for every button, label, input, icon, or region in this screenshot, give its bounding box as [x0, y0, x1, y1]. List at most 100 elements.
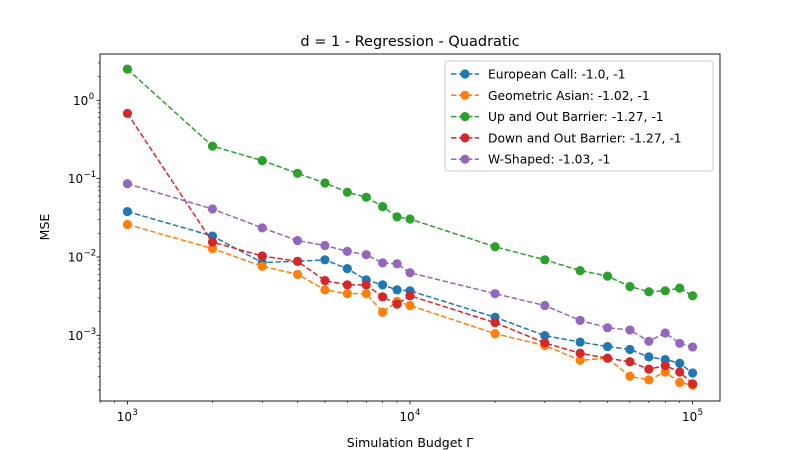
- data-point: [320, 255, 330, 265]
- data-point: [540, 255, 550, 265]
- x-tick-exponent: 4: [415, 408, 420, 418]
- series-4: [122, 108, 698, 389]
- data-point: [257, 223, 267, 233]
- data-point: [490, 289, 500, 299]
- data-point: [688, 368, 698, 378]
- data-point: [575, 315, 585, 325]
- x-tick-label: 10: [682, 410, 697, 424]
- legend-label: W-Shaped: -1.03, -1: [488, 153, 610, 167]
- data-point: [292, 256, 303, 266]
- legend: European Call: -1.0, -1 Geometric Asian: …: [444, 60, 714, 172]
- data-point: [342, 187, 352, 197]
- data-point: [660, 286, 670, 296]
- data-point: [602, 271, 613, 281]
- y-tick-exponent: 0: [89, 92, 94, 102]
- legend-box: [444, 60, 714, 172]
- data-point: [292, 269, 303, 279]
- data-point: [625, 344, 635, 355]
- y-tick-exponent: −1: [84, 170, 97, 180]
- data-point: [540, 338, 550, 348]
- data-point: [405, 268, 415, 278]
- data-point: [320, 275, 330, 286]
- data-point: [292, 168, 303, 178]
- data-point: [378, 292, 388, 302]
- data-point: [688, 342, 698, 352]
- legend-label: Geometric Asian: -1.02, -1: [488, 89, 650, 103]
- data-point: [378, 280, 388, 290]
- data-point: [342, 289, 352, 299]
- data-point: [342, 246, 352, 256]
- data-point: [361, 192, 371, 202]
- data-point: [320, 285, 330, 295]
- data-point: [490, 329, 500, 339]
- data-point: [320, 240, 330, 251]
- data-point: [392, 285, 402, 295]
- data-point: [122, 108, 132, 119]
- data-point: [575, 355, 585, 365]
- y-tick-exponent: −2: [84, 248, 97, 258]
- data-point: [361, 250, 371, 260]
- y-tick-label: 10: [68, 329, 83, 343]
- data-point: [292, 235, 303, 246]
- data-point: [392, 299, 402, 309]
- legend-entry: W-Shaped: -1.03, -1: [451, 153, 610, 167]
- data-point: [361, 280, 371, 290]
- y-tick-label: 10: [68, 172, 83, 186]
- data-point: [644, 364, 654, 374]
- legend-label: Down and Out Barrier: -1.27, -1: [488, 131, 682, 145]
- legend-label: European Call: -1.0, -1: [488, 68, 626, 82]
- data-point: [644, 336, 654, 346]
- data-point: [392, 212, 402, 222]
- data-point: [575, 348, 585, 358]
- series-5: [122, 179, 698, 352]
- data-point: [688, 291, 698, 301]
- data-point: [257, 155, 267, 166]
- data-point: [122, 64, 132, 74]
- legend-entry: Up and Out Barrier: -1.27, -1: [451, 110, 664, 124]
- data-point: [540, 331, 550, 341]
- data-point: [207, 237, 218, 247]
- data-point: [122, 219, 132, 230]
- data-point: [675, 283, 685, 293]
- data-point: [378, 201, 388, 212]
- legend-marker: [460, 133, 470, 143]
- axes-frame: [99, 53, 721, 402]
- x-axis: 10 3 10 4 10 5: [99, 401, 703, 424]
- legend-label: Up and Out Barrier: -1.27, -1: [488, 110, 664, 124]
- x-tick-label: 10: [399, 410, 414, 424]
- plot-area: [122, 64, 698, 390]
- data-point: [575, 266, 585, 276]
- data-point: [660, 361, 670, 371]
- data-point: [122, 179, 132, 189]
- data-point: [490, 242, 500, 252]
- data-point: [675, 367, 685, 377]
- data-point: [378, 307, 388, 317]
- data-point: [625, 325, 635, 335]
- data-point: [361, 289, 371, 299]
- data-point: [644, 375, 654, 385]
- x-axis-label: Simulation Budget Γ: [347, 435, 473, 450]
- data-point: [625, 281, 635, 292]
- data-point: [602, 323, 613, 333]
- legend-entry: European Call: -1.0, -1: [451, 68, 626, 82]
- data-point: [405, 214, 415, 224]
- data-point: [625, 371, 635, 381]
- data-point: [207, 141, 218, 151]
- data-point: [675, 358, 685, 368]
- x-tick-exponent: 5: [698, 408, 703, 418]
- chart-title: d = 1 - Regression - Quadratic: [300, 34, 519, 50]
- data-point: [207, 204, 218, 214]
- data-point: [540, 300, 550, 311]
- y-tick-exponent: −3: [84, 327, 97, 337]
- data-point: [675, 377, 685, 388]
- y-axis-label: MSE: [37, 214, 52, 241]
- data-point: [378, 258, 388, 268]
- data-point: [675, 338, 685, 348]
- legend-marker: [460, 69, 470, 79]
- data-point: [602, 353, 613, 363]
- data-point: [625, 357, 635, 367]
- data-point: [207, 243, 218, 254]
- series-3: [122, 64, 698, 301]
- data-point: [688, 379, 698, 389]
